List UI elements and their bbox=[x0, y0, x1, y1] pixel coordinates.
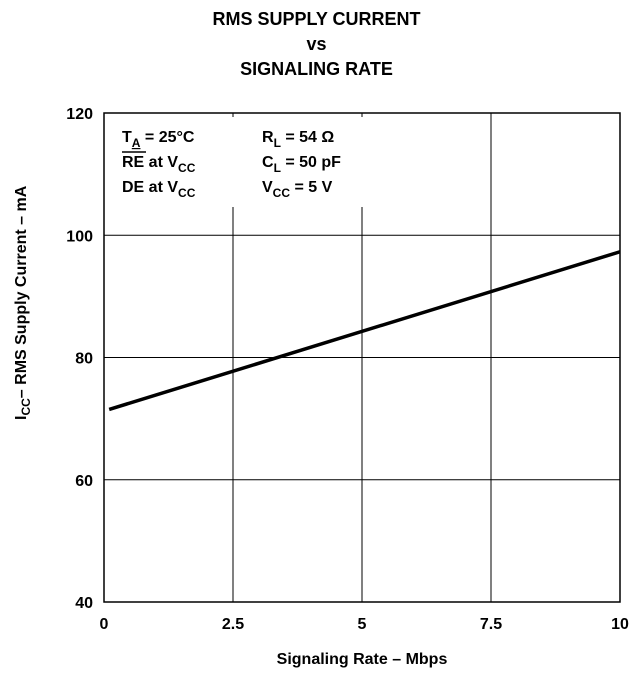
y-tick-label: 120 bbox=[66, 106, 93, 123]
y-tick-label: 100 bbox=[66, 228, 93, 245]
note-de: DE at VCC bbox=[122, 179, 196, 200]
annotation-background bbox=[108, 117, 370, 207]
plot-frame bbox=[103, 112, 621, 603]
y-axis-label: ICC– RMS Supply Current – mA bbox=[13, 185, 33, 420]
note-ta: TA = 25°C bbox=[122, 129, 195, 150]
note-vcc: VCC = 5 V bbox=[262, 179, 333, 200]
x-tick-label: 5 bbox=[358, 616, 367, 633]
x-axis-label: Signaling Rate – Mbps bbox=[277, 651, 448, 668]
x-tick-label: 7.5 bbox=[480, 616, 502, 633]
x-tick-label: 2.5 bbox=[222, 616, 244, 633]
chart-title-line-3: SIGNALING RATE bbox=[240, 59, 393, 79]
chart-title-line-1: RMS SUPPLY CURRENT bbox=[212, 9, 421, 29]
x-tick-labels: 0 2.5 5 7.5 10 bbox=[100, 616, 629, 633]
x-tick-label: 10 bbox=[611, 616, 629, 633]
y-tick-labels: 40 60 80 100 120 bbox=[66, 106, 93, 612]
y-tick-label: 80 bbox=[75, 351, 93, 368]
series-line bbox=[108, 250, 621, 412]
note-rl: RL = 54 Ω bbox=[262, 129, 334, 150]
note-cl: CL = 50 pF bbox=[262, 154, 341, 175]
chart-title-line-2: vs bbox=[306, 34, 327, 54]
y-tick-label: 40 bbox=[75, 595, 93, 612]
note-re: RE at VCC bbox=[122, 154, 196, 175]
y-tick-label: 60 bbox=[75, 473, 93, 490]
series-lines bbox=[108, 250, 621, 412]
x-tick-label: 0 bbox=[100, 616, 109, 633]
